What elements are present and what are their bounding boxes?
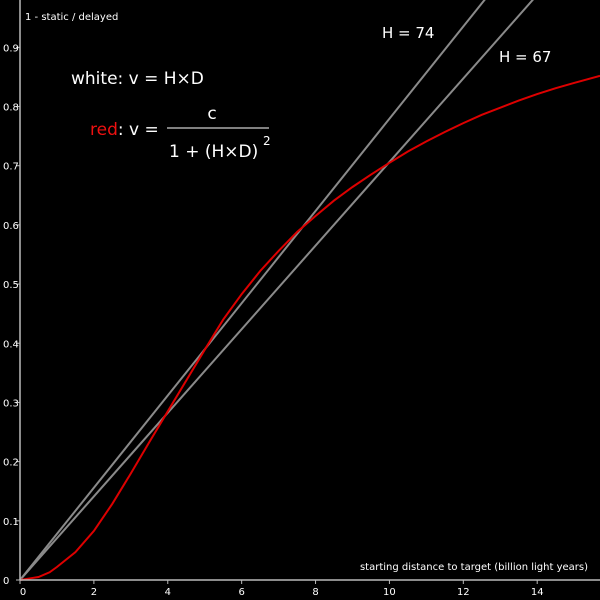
legend-red-text: red: v = xyxy=(90,120,159,140)
red-curve xyxy=(19,74,600,581)
y-tick-label: 0.6 xyxy=(3,221,19,232)
x-tick-label: 6 xyxy=(238,587,244,598)
y-tick-label: 0 xyxy=(3,576,9,587)
y-tick-label: 0.8 xyxy=(3,103,19,114)
x-tick-label: 8 xyxy=(312,587,318,598)
legend-red-denominator: 1 + (H×D) xyxy=(169,142,258,162)
x-tick-label: 4 xyxy=(165,587,171,598)
corner-label: 1 - static / delayed xyxy=(25,12,118,23)
legend-red: red: v = c 1 + (H×D) 2 xyxy=(90,104,271,162)
x-tick-label: 10 xyxy=(383,587,396,598)
x-tick-label: 14 xyxy=(531,587,544,598)
y-tick-label: 0.5 xyxy=(3,280,19,291)
line-label: H = 74 xyxy=(382,24,434,42)
x-tick-label: 0 xyxy=(20,587,26,598)
legend-white: white: v = H×D xyxy=(71,69,204,89)
y-tick-label: 0.4 xyxy=(3,339,19,350)
legend-white-equation: : v = H×D xyxy=(118,69,204,89)
legend-white-word: white xyxy=(71,69,118,89)
lines-layer xyxy=(19,0,534,581)
legend-red-exponent: 2 xyxy=(263,134,271,148)
legend-white-text: white: v = H×D xyxy=(71,69,204,89)
line-h-74 xyxy=(19,0,486,581)
y-tick-label: 0.7 xyxy=(3,162,19,173)
x-tick-label: 12 xyxy=(457,587,470,598)
legend-red-numerator: c xyxy=(207,104,216,124)
series-layer xyxy=(19,74,600,581)
x-ticks: 0 2 4 6 8 10 12 14 xyxy=(19,580,544,598)
y-tick-label: 0.3 xyxy=(3,398,19,409)
line-labels: H = 74 H = 67 xyxy=(382,24,551,66)
y-tick-label: 0.9 xyxy=(3,43,19,54)
legend-red-equation: : v = xyxy=(118,120,159,140)
line-label: H = 67 xyxy=(499,48,551,66)
x-tick-label: 2 xyxy=(91,587,97,598)
y-tick-label: 0.1 xyxy=(3,517,19,528)
line-h-67 xyxy=(19,0,534,581)
x-axis-label: starting distance to target (billion lig… xyxy=(360,562,588,573)
y-ticks: 0 0.1 0.2 0.3 0.4 0.5 0.6 0.7 0.8 0.9 xyxy=(3,43,20,587)
y-tick-label: 0.2 xyxy=(3,458,19,469)
legend-red-word: red xyxy=(90,120,118,140)
